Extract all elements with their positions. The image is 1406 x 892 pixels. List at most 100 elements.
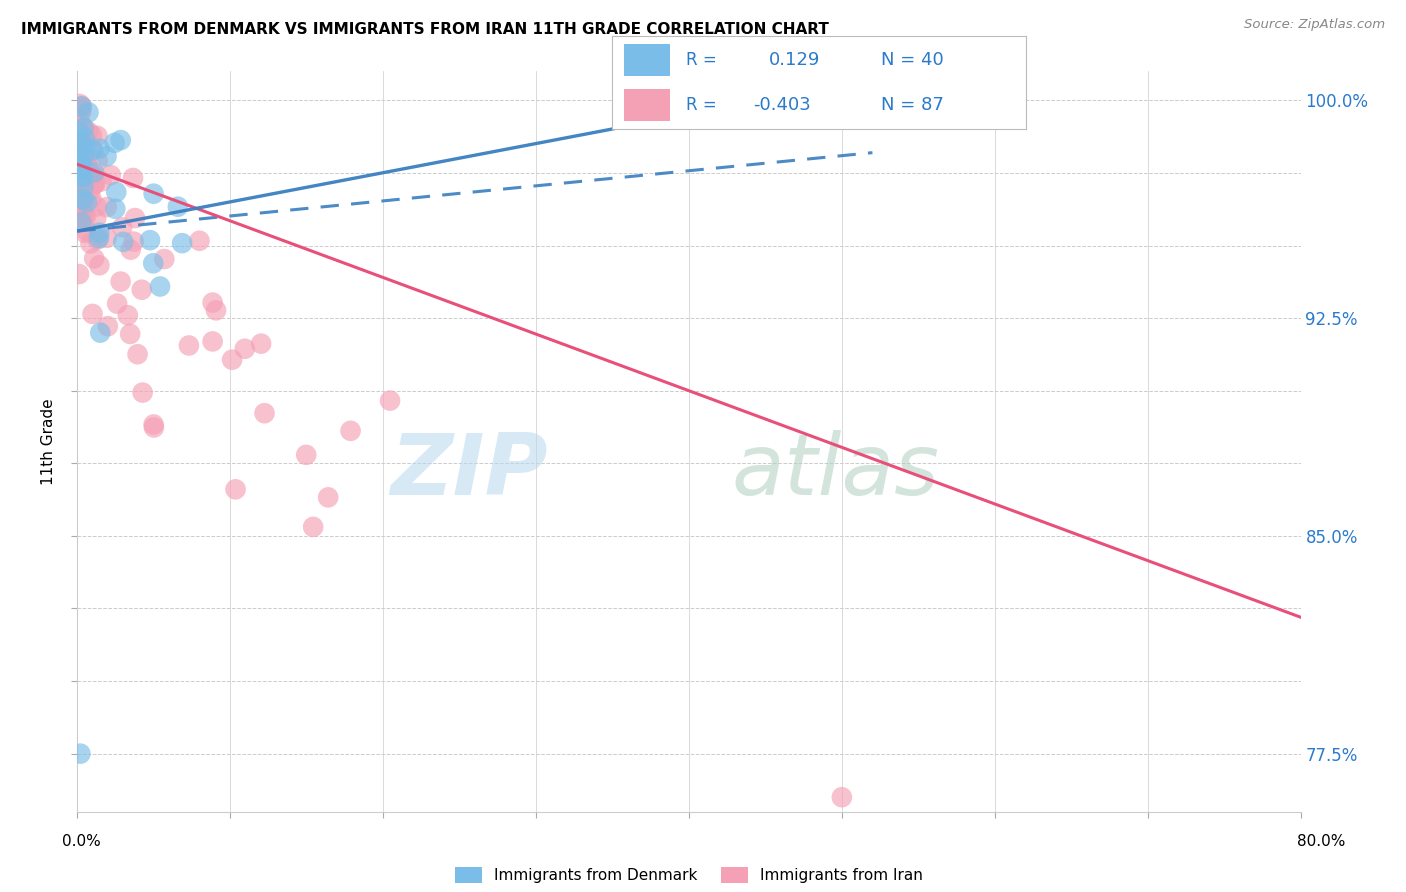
Point (70, 157, 93, 171)
Point (80, 192, 103, 206)
Point (122, 235, 145, 249)
Point (139, 233, 162, 247)
Point (131, 283, 153, 297)
Point (188, 234, 211, 248)
Point (77, 125, 100, 139)
Point (89, 258, 111, 272)
Point (124, 211, 146, 225)
Point (70, 168, 93, 182)
Bar (624, 89, 669, 121)
Point (69, 161, 91, 176)
Point (142, 186, 165, 201)
Point (105, 296, 128, 310)
Point (105, 185, 128, 199)
Point (96, 149, 118, 163)
Point (70, 200, 93, 214)
Text: N = 40: N = 40 (882, 51, 943, 69)
Point (69, 747, 91, 761)
Point (84, 211, 107, 226)
Point (73, 121, 96, 136)
Point (70, 212, 93, 227)
Text: 0.0%: 0.0% (62, 834, 101, 848)
Point (69, 147, 91, 161)
Point (70, 203, 93, 218)
Point (177, 338, 200, 352)
Point (72, 211, 94, 226)
Point (70, 157, 93, 171)
Point (73, 129, 96, 144)
Point (67, 192, 90, 206)
Point (69, 104, 91, 119)
Bar (624, 44, 669, 76)
Point (378, 393, 401, 408)
Point (73, 148, 96, 162)
Point (72, 180, 94, 194)
Point (86, 154, 108, 169)
Point (122, 171, 145, 186)
Point (253, 406, 276, 420)
Point (205, 303, 228, 318)
Point (79, 236, 101, 251)
Point (82, 169, 104, 184)
Point (89, 226, 111, 240)
Point (172, 236, 194, 251)
Point (100, 168, 122, 182)
Point (72, 192, 94, 206)
Point (120, 243, 142, 257)
Point (201, 295, 224, 310)
Point (72, 206, 94, 220)
Point (89, 142, 111, 156)
Point (69, 191, 91, 205)
Text: 80.0%: 80.0% (1298, 834, 1346, 848)
Point (89, 326, 111, 340)
Text: 0.129: 0.129 (769, 51, 821, 69)
Text: R =: R = (686, 51, 717, 69)
Point (82, 307, 104, 321)
Point (250, 336, 273, 351)
Text: Source: ZipAtlas.com: Source: ZipAtlas.com (1244, 18, 1385, 31)
Point (67, 123, 90, 137)
Point (73, 131, 96, 145)
Point (73, 169, 96, 184)
Point (69, 97, 91, 112)
Point (79, 183, 101, 197)
Point (70, 99, 93, 113)
Point (69, 137, 91, 152)
Point (127, 347, 149, 361)
Point (96, 200, 118, 214)
Point (233, 342, 256, 356)
Point (117, 308, 139, 322)
Text: N = 87: N = 87 (882, 96, 943, 114)
Point (75, 139, 97, 153)
Point (111, 220, 134, 235)
Point (316, 491, 339, 505)
Point (76, 155, 98, 169)
Point (77, 166, 100, 180)
Point (70, 215, 93, 229)
Point (70, 103, 93, 118)
Point (72, 170, 94, 185)
Point (77, 105, 100, 120)
Point (69, 117, 91, 131)
Point (86, 128, 108, 143)
Point (67, 267, 90, 281)
Point (831, 790, 853, 805)
Text: R =: R = (686, 96, 717, 114)
Text: IMMIGRANTS FROM DENMARK VS IMMIGRANTS FROM IRAN 11TH GRADE CORRELATION CHART: IMMIGRANTS FROM DENMARK VS IMMIGRANTS FR… (21, 22, 830, 37)
Point (80, 168, 103, 182)
Point (166, 200, 188, 214)
Point (73, 149, 96, 163)
Point (110, 133, 132, 147)
Point (73, 180, 96, 194)
Point (83, 252, 105, 266)
Point (142, 420, 165, 434)
Point (82, 144, 104, 158)
Point (73, 161, 96, 176)
Point (110, 275, 132, 289)
Point (104, 202, 127, 216)
Point (90, 174, 112, 188)
Point (221, 352, 243, 367)
Point (75, 226, 97, 240)
Point (75, 210, 97, 224)
Point (86, 199, 108, 213)
